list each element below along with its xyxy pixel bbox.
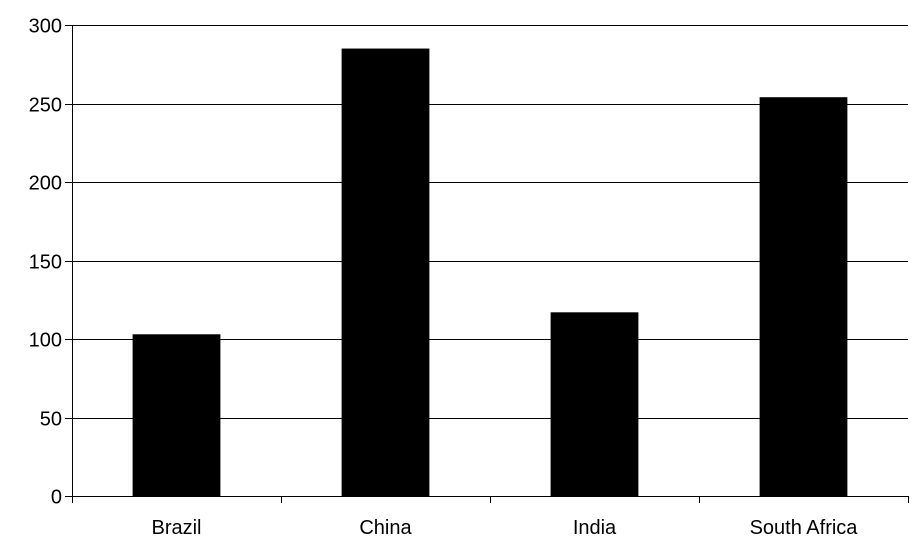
bar — [341, 48, 430, 497]
y-tick-label: 0 — [51, 487, 62, 509]
y-axis-ticks: 0 50 100 150 200 250 300 — [29, 16, 72, 509]
x-tick-label: South Africa — [750, 517, 859, 539]
y-tick-label: 50 — [40, 409, 62, 431]
y-tick-label: 100 — [29, 330, 62, 352]
y-tick-label: 200 — [29, 173, 62, 195]
y-tick-label: 300 — [29, 16, 62, 38]
bar — [132, 334, 221, 496]
y-tick-label: 250 — [29, 95, 62, 117]
bar — [550, 312, 639, 496]
x-tick-label: Brazil — [151, 517, 201, 539]
bar — [759, 97, 848, 496]
x-tick-label: India — [573, 517, 617, 539]
bars — [132, 48, 848, 497]
x-axis-ticks: Brazil China India South Africa — [72, 496, 909, 539]
x-tick-label: China — [359, 517, 412, 539]
y-tick-label: 150 — [29, 252, 62, 274]
